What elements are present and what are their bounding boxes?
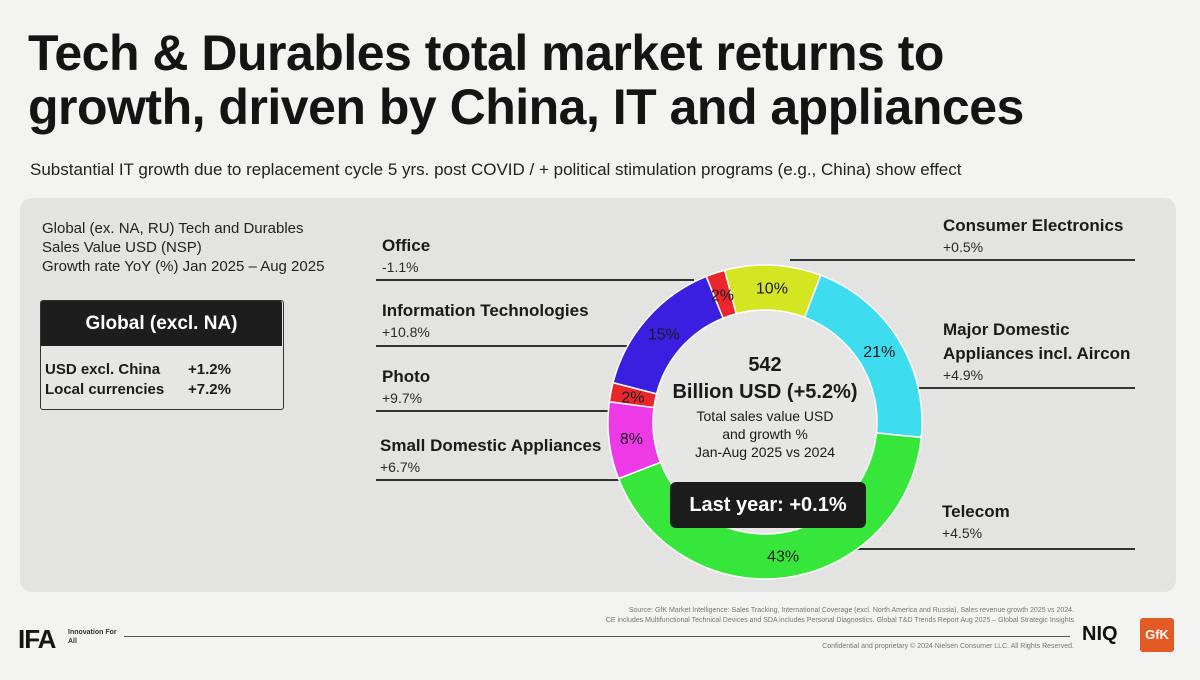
label-information-technologies: Information Technologies — [382, 301, 589, 320]
leader-line-office — [376, 279, 694, 281]
confidential-note: Confidential and proprietary © 2024 Niel… — [822, 643, 1074, 650]
value-photo: +9.7% — [382, 390, 423, 406]
leader-line-information-technologies — [376, 345, 634, 347]
title-line-2: growth, driven by China, IT and applianc… — [28, 79, 1024, 135]
donut-label-office: 2% — [711, 287, 734, 304]
ifa-tagline: Innovation For All — [68, 629, 117, 645]
donut-center-disc — [654, 311, 876, 533]
donut-label-information-technologies: 15% — [648, 326, 680, 343]
leader-line-telecom — [850, 548, 1135, 550]
value-small-domestic-appliances: +6.7% — [380, 459, 421, 475]
leader-line-consumer-electronics — [790, 259, 1135, 261]
donut-slice-information-technologies — [612, 275, 725, 395]
donut-slice-labels: 2% 10% 21% 43% 8% 2% 15% — [620, 281, 895, 566]
label-mda-line-2: Appliances incl. Aircon — [943, 344, 1131, 363]
value-information-technologies: +10.8% — [382, 324, 430, 340]
title-line-1: Tech & Durables total market returns to — [28, 25, 944, 81]
donut-label-telecom: 43% — [767, 548, 799, 565]
source-note-line-1: Source: GfK Market Intelligence: Sales T… — [628, 607, 1074, 614]
value-telecom: +4.5% — [942, 525, 983, 541]
global-row-local-currencies: Local currencies +7.2% — [45, 381, 231, 398]
donut-slices — [607, 264, 923, 580]
label-consumer-electronics: Consumer Electronics — [943, 216, 1124, 235]
last-year-badge: Last year: +0.1% — [670, 482, 866, 528]
leader-line-photo — [376, 410, 610, 412]
ifa-logo: IFA — [18, 624, 56, 654]
label-office: Office — [382, 236, 431, 255]
donut-label-small-domestic-appliances: 8% — [620, 431, 643, 448]
label-mda-line-1: Major Domestic — [943, 320, 1070, 339]
page-subtitle: Substantial IT growth due to replacement… — [30, 160, 962, 179]
source-note-line-2: CE includes Multifunctional Technical De… — [605, 617, 1074, 624]
donut-label-major-domestic-appliances-incl-aircon: 21% — [863, 344, 895, 361]
label-small-domestic-appliances: Small Domestic Appliances — [380, 436, 602, 455]
center-total-unit: Billion USD (+5.2%) — [672, 381, 858, 403]
leader-line-small-domestic-appliances — [376, 479, 630, 481]
value-office: -1.1% — [382, 259, 419, 275]
chart-description: Global (ex. NA, RU) Tech and Durables Sa… — [42, 220, 325, 275]
label-telecom: Telecom — [942, 502, 1010, 521]
global-row-usd-excl-china: USD excl. China +1.2% — [45, 361, 231, 378]
label-photo: Photo — [382, 367, 431, 386]
value-major-domestic-appliances: +4.9% — [943, 367, 984, 383]
global-summary-header: Global (excl. NA) — [41, 301, 282, 346]
center-total-value: 542 — [748, 354, 782, 376]
page-title: Tech & Durables total market returns to … — [28, 26, 1148, 134]
footer-divider — [124, 636, 1070, 637]
donut-label-consumer-electronics: 10% — [756, 281, 788, 298]
donut-label-photo: 2% — [621, 389, 644, 406]
value-consumer-electronics: +0.5% — [943, 239, 984, 255]
gfk-logo: GfK — [1140, 618, 1174, 652]
leader-line-major-domestic-appliances — [900, 387, 1135, 389]
global-summary-box: Global (excl. NA) USD excl. China +1.2% … — [40, 300, 284, 410]
niq-logo: NIQ — [1082, 623, 1118, 645]
center-caption: Total sales value USD and growth % Jan-A… — [694, 408, 836, 460]
